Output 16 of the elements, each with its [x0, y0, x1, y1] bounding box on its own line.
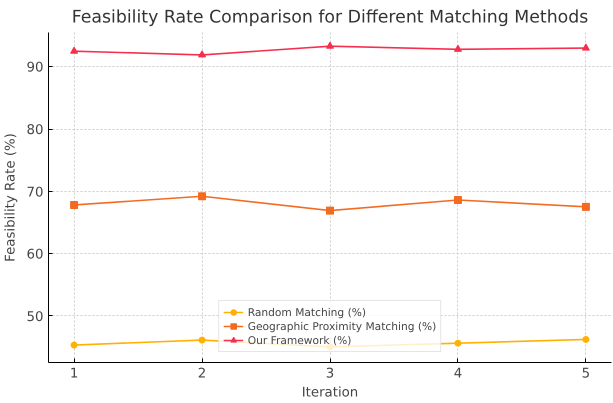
x-tick-label: 4	[454, 366, 462, 382]
x-tick-label: 2	[198, 366, 206, 382]
y-tick-label: 90	[26, 60, 44, 76]
legend-label: Our Framework (%)	[248, 333, 352, 347]
x-tick-label: 1	[70, 366, 78, 382]
x-tick-label: 3	[326, 366, 334, 382]
y-tick-label: 80	[26, 123, 44, 138]
x-tick-label: 5	[582, 366, 590, 382]
y-tick-label: 60	[26, 248, 44, 263]
legend-label: Geographic Proximity Matching (%)	[248, 319, 436, 333]
x-axis-title: Iteration	[302, 386, 358, 400]
y-tick-label: 50	[26, 310, 44, 325]
y-axis-title: Feasibility Rate (%)	[4, 133, 19, 262]
legend-label: Random Matching (%)	[248, 305, 366, 319]
chart-title: Feasibility Rate Comparison for Different Matching Methods	[72, 8, 588, 28]
y-tick-label: 70	[26, 185, 44, 200]
